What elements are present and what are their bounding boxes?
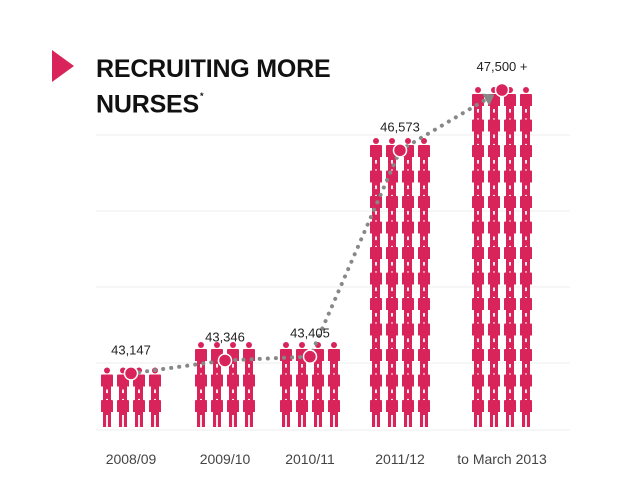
person-icon (243, 393, 255, 427)
x-tick-label: to March 2013 (457, 451, 547, 467)
title-line-2: NURSES (96, 90, 199, 119)
value-label: 43,147 (111, 342, 151, 357)
person-icon (488, 393, 500, 427)
trend-marker (302, 349, 318, 364)
person-icon (520, 393, 532, 427)
person-icon (101, 393, 113, 427)
person-icon (149, 393, 161, 427)
x-tick-label: 2009/10 (200, 451, 251, 467)
value-label: 43,346 (205, 329, 245, 344)
icon-columns (101, 87, 532, 427)
person-icon (296, 393, 308, 427)
person-icon (312, 393, 324, 427)
chart-title: RECRUITING MORE NURSES* (96, 54, 331, 120)
value-label: 43,405 (290, 326, 330, 341)
person-icon (133, 393, 145, 427)
person-icon (117, 393, 129, 427)
x-tick-label: 2010/11 (285, 451, 335, 467)
trend-marker (392, 143, 408, 158)
trend-marker (217, 353, 233, 368)
icon-column (472, 87, 532, 427)
title-line-1: RECRUITING MORE (96, 55, 331, 83)
person-icon (328, 393, 340, 427)
person-icon (386, 393, 398, 427)
person-icon (402, 393, 414, 427)
icon-column (370, 138, 430, 427)
person-icon (504, 393, 516, 427)
x-tick-label: 2008/09 (106, 451, 157, 467)
person-icon (280, 393, 292, 427)
trend-line (123, 82, 510, 381)
trend-arrowhead (482, 93, 495, 106)
trend-marker (494, 82, 510, 98)
trend-marker (123, 366, 139, 381)
value-label: 47,500 + (477, 59, 528, 74)
person-icon (195, 393, 207, 427)
x-tick-label: 2011/12 (375, 451, 425, 467)
person-icon (472, 393, 484, 427)
x-axis-labels: 2008/09 2009/10 2010/11 2011/12 to March 201… (106, 451, 547, 467)
title-triangle-marker (52, 50, 74, 82)
value-labels: 43,147 43,346 43,405 46,573 47,500 + (111, 59, 527, 357)
person-icon (227, 393, 239, 427)
person-icon (418, 393, 430, 427)
person-icon (370, 393, 382, 427)
value-label: 46,573 (380, 119, 420, 134)
title-footnote-mark: * (200, 91, 204, 101)
person-icon (211, 393, 223, 427)
